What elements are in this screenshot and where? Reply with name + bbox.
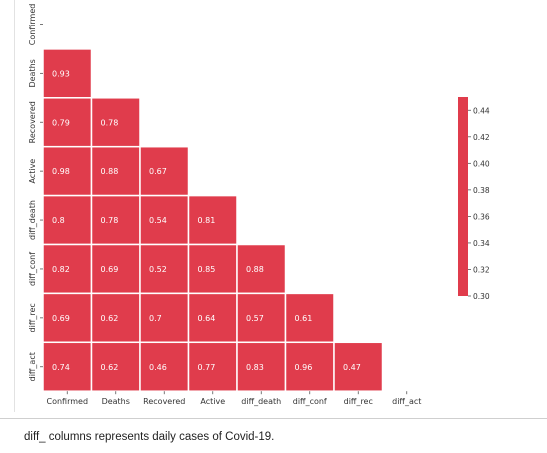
heatmap-cell [42,341,93,392]
cell-value-label: 0.88 [101,167,119,176]
x-axis-tick-labels: Confirmed Deaths Recovered Active diff_death… [46,391,421,406]
x-tick-label: diff_conf [293,397,327,406]
x-tick-label: Active [200,397,225,406]
cell-value-label: 0.69 [101,265,119,274]
x-tick-label: diff_rec [344,397,373,406]
heatmap-cell [333,341,384,392]
heatmap-cell [90,97,141,148]
cell-value-label: 0.74 [52,363,70,372]
y-tick-label: diff_death [28,200,37,240]
cell-value-label: 0.78 [101,118,119,127]
colorbar-tick-label: 0.36 [473,212,490,221]
y-tick-label: diff_act [28,352,37,381]
cell-value-label: 0.79 [52,118,70,127]
cell-value-label: 0.69 [52,314,70,323]
colorbar: 0.44 0.42 0.40 0.38 0.36 0.34 0.32 0.30 [458,97,490,301]
cell-value-label: 0.98 [52,167,70,176]
cell-value-label: 0.81 [198,216,216,225]
output-divider [0,418,547,419]
cell-value-label: 0.47 [343,363,361,372]
heatmap-cell [139,292,190,344]
cell-value-label: 0.85 [198,265,216,274]
heatmap-cell [284,341,335,392]
cell-value-label: 0.61 [295,314,313,323]
heatmap-cell [187,194,238,246]
heatmap-cell [236,341,287,392]
cell-value-label: 0.78 [101,216,119,225]
heatmap-cell [236,243,287,295]
cell-value-label: 0.88 [246,265,264,274]
heatmap-cell [187,341,238,392]
x-tick-label: Recovered [143,397,185,406]
cell-value-label: 0.54 [149,216,167,225]
y-tick-label: Active [28,159,37,184]
colorbar-tick-label: 0.38 [473,186,490,195]
y-tick-label: Deaths [28,59,37,87]
x-tick-label: Confirmed [46,397,88,406]
heatmap-cell [42,97,93,148]
cell-value-label: 0.82 [52,265,70,274]
y-tick-label: diff_rec [28,303,37,332]
cell-value-label: 0.77 [198,363,216,372]
y-tick-label: Recovered [28,101,37,143]
cell-value-label: 0.64 [198,314,216,323]
cell-value-label: 0.52 [149,265,167,274]
cell-value-label: 0.8 [52,216,65,225]
colorbar-tick-label: 0.40 [473,159,490,168]
heatmap-cell [236,292,287,344]
caption-text: diff_ columns represents daily cases of … [24,431,275,443]
cell-value-label: 0.67 [149,167,167,176]
x-tick-label: Deaths [102,397,130,406]
heatmap-cell [187,243,238,295]
heatmap-cell [187,292,238,344]
heatmap-cells: 0.93 0.79 0.78 0.98 0.88 0.67 0.8 0.78 0.54 0.81 0… [42,48,384,392]
cell-value-label: 0.7 [149,314,162,323]
heatmap-cell [90,243,141,295]
cell-left-border [14,0,15,412]
correlation-heatmap: 0.93 0.79 0.78 0.98 0.88 0.67 0.8 0.78 0.54 0.81 0… [28,4,490,407]
colorbar-tick-label: 0.34 [473,239,490,248]
x-tick-label: diff_death [241,397,281,406]
heatmap-cell [284,292,335,344]
cell-value-label: 0.62 [101,363,119,372]
y-tick-label: diff_conf [28,252,37,286]
colorbar-tick-label: 0.30 [473,292,490,301]
cell-value-label: 0.93 [52,69,70,78]
cell-value-label: 0.62 [101,314,119,323]
cell-value-label: 0.83 [246,363,264,372]
colorbar-tick-label: 0.44 [473,106,490,115]
cell-value-label: 0.96 [295,363,313,372]
x-tick-label: diff_act [392,397,421,406]
y-axis-tick-labels: Confirmed Deaths Recovered Active diff_death… [28,4,43,381]
y-tick-label: Confirmed [28,4,37,46]
colorbar-tick-label: 0.32 [473,265,490,274]
cell-value-label: 0.46 [149,363,167,372]
cell-value-label: 0.57 [246,314,264,323]
heatmap-cell [42,194,93,246]
colorbar-tick-label: 0.42 [473,133,490,142]
colorbar-bar [458,97,468,296]
